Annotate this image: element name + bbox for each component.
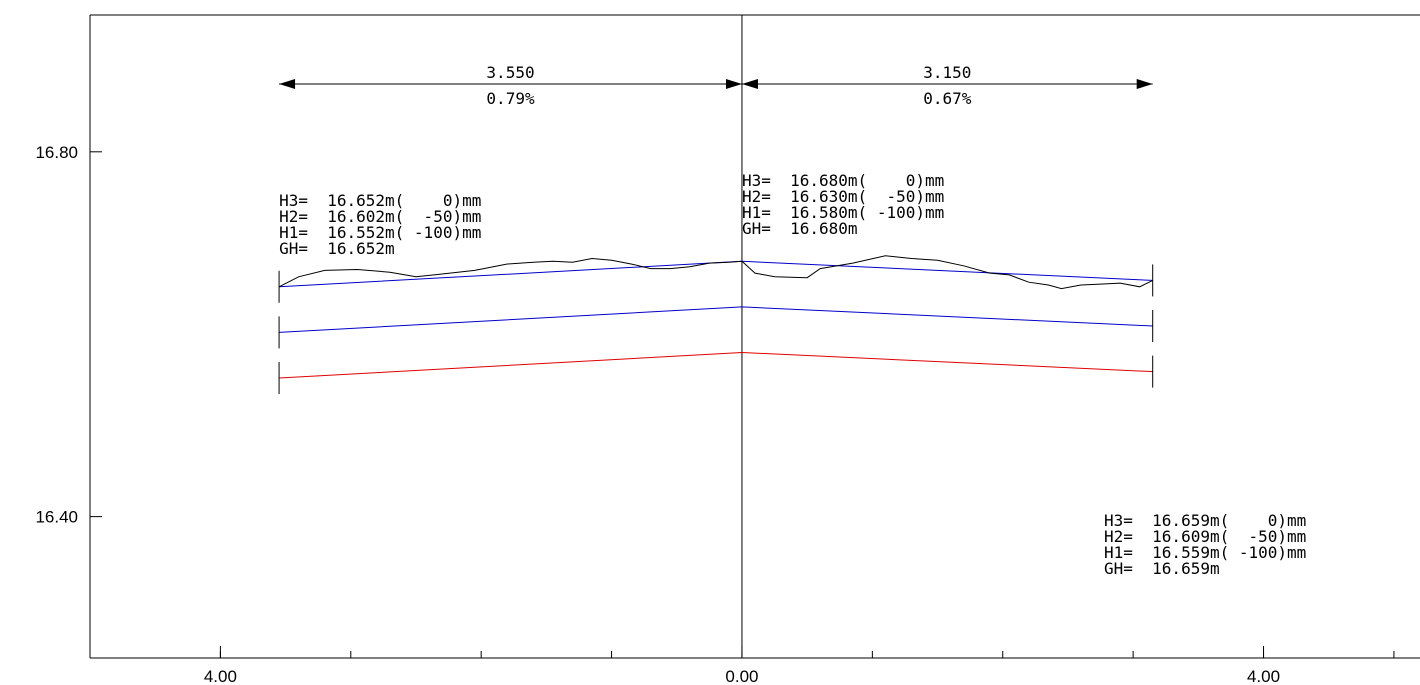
dimension-lines: 3.550 0.79% 3.150 0.67% bbox=[279, 63, 1153, 108]
elevation-annotation-right: H3= 16.659m( 0)mm H2= 16.609m( -50)mm H1= … bbox=[1104, 511, 1306, 578]
annotation-line: H1= 16.580m( -100)mm bbox=[742, 203, 944, 222]
annotation-line: H2= 16.602m( -50)mm bbox=[279, 207, 481, 226]
annotation-line: GH= 16.680m bbox=[742, 219, 858, 238]
annotations: H3= 16.652m( 0)mm H2= 16.602m( -50)mm H1= … bbox=[279, 171, 1306, 578]
x-tick-label: 4.00 bbox=[204, 667, 237, 685]
dimension-length: 3.550 bbox=[486, 63, 534, 82]
dimension-arrow-left bbox=[741, 79, 758, 89]
series-line-h3 bbox=[279, 260, 1153, 288]
dimension-slope: 0.67% bbox=[923, 89, 972, 108]
annotation-line: H3= 16.680m( 0)mm bbox=[742, 171, 944, 190]
annotation-line: GH= 16.659m bbox=[1104, 559, 1220, 578]
annotation-line: H3= 16.659m( 0)mm bbox=[1104, 511, 1306, 530]
elevation-annotation-center: H3= 16.680m( 0)mm H2= 16.630m( -50)mm H1= … bbox=[742, 171, 944, 238]
series bbox=[278, 255, 1154, 394]
annotation-line: H1= 16.559m( -100)mm bbox=[1104, 543, 1306, 562]
annotation-line: H3= 16.652m( 0)mm bbox=[279, 191, 481, 210]
series-line-h1 bbox=[279, 351, 1153, 379]
annotation-line: H2= 16.630m( -50)mm bbox=[742, 187, 944, 206]
axes: 4.00 0.00 4.00 16.80 16.40 bbox=[35, 14, 1420, 685]
y-tick-label: 16.40 bbox=[35, 508, 78, 527]
dimension-slope: 0.79% bbox=[486, 89, 535, 108]
dimension-length: 3.150 bbox=[923, 63, 971, 82]
annotation-line: GH= 16.652m bbox=[279, 239, 395, 258]
x-tick-label: 0.00 bbox=[725, 667, 758, 685]
dimension-arrow-right bbox=[725, 79, 742, 89]
series-line-ground bbox=[278, 255, 1153, 290]
dimension-arrow-left bbox=[279, 79, 296, 89]
x-tick-label: 4.00 bbox=[1247, 667, 1280, 685]
dimension-arrow-right bbox=[1136, 79, 1153, 89]
elevation-annotation-left: H3= 16.652m( 0)mm H2= 16.602m( -50)mm H1= … bbox=[279, 191, 481, 258]
annotation-line: H2= 16.609m( -50)mm bbox=[1104, 527, 1306, 546]
series-line-h2 bbox=[279, 306, 1153, 333]
annotation-line: H1= 16.552m( -100)mm bbox=[279, 223, 481, 242]
y-tick-label: 16.80 bbox=[35, 143, 78, 162]
